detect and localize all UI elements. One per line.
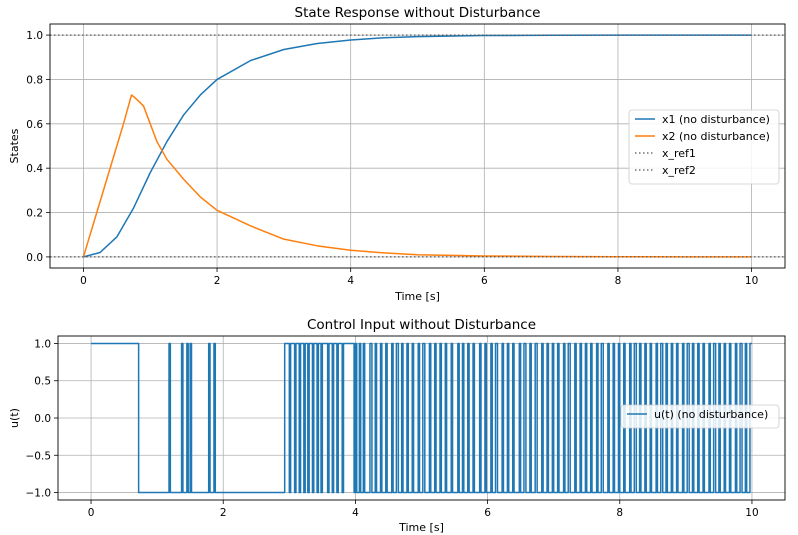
x-tick-label: 0 — [88, 507, 95, 519]
series-line-x1-no-disturbance- — [83, 34, 752, 258]
legend-label: x_ref2 — [662, 164, 696, 177]
state-response-ylabel: States — [8, 128, 21, 163]
legend-box — [620, 404, 780, 429]
legend: u(t) (no disturbance) — [620, 404, 780, 429]
x-tick-label: 4 — [347, 275, 354, 287]
y-tick-label: 0.2 — [26, 208, 43, 220]
x-tick-label: 10 — [745, 507, 758, 519]
legend-label: u(t) (no disturbance) — [654, 408, 768, 421]
legend: x1 (no disturbance) x2 (no disturbance) x_… — [628, 109, 780, 185]
y-tick-label: 0.8 — [26, 74, 43, 86]
x-tick-label: 2 — [220, 507, 227, 519]
y-tick-label: −1.0 — [26, 488, 52, 500]
x-tick-label: 8 — [616, 507, 623, 519]
control-input-title: Control Input without Disturbance — [307, 317, 536, 333]
axes-frame — [49, 23, 786, 269]
control-input-xlabel: Time [s] — [398, 521, 444, 534]
plot-area — [50, 34, 785, 258]
x-tick-label: 6 — [481, 275, 488, 287]
y-tick-label: 0.6 — [26, 119, 43, 131]
axes-frame — [57, 335, 786, 501]
legend-box — [628, 109, 780, 185]
legend-label: x1 (no disturbance) — [662, 113, 770, 126]
state-response-axes: State Response without Disturbance Time … — [8, 5, 786, 303]
y-tick-label: 0.4 — [26, 163, 43, 175]
y-tick-label: 1.0 — [34, 338, 51, 350]
plot-area — [91, 342, 752, 494]
x-tick-label: 6 — [484, 507, 491, 519]
x-tick-label: 10 — [745, 275, 758, 287]
x-tick-label: 4 — [352, 507, 359, 519]
series-line-x2-no-disturbance- — [82, 94, 752, 258]
state-response-title: State Response without Disturbance — [295, 5, 541, 21]
control-input-ylabel: u(t) — [8, 408, 21, 428]
y-tick-label: 0.0 — [34, 413, 51, 425]
control-input-axes: Control Input without Disturbance Time [… — [8, 317, 786, 534]
legend-label: x2 (no disturbance) — [662, 130, 770, 143]
series-line-u-t-no-disturbance- — [91, 342, 752, 494]
x-tick-label: 8 — [615, 275, 622, 287]
state-response-xlabel: Time [s] — [394, 290, 440, 303]
y-tick-label: 1.0 — [26, 30, 43, 42]
y-tick-label: −0.5 — [26, 450, 52, 462]
legend-label: x_ref1 — [662, 147, 696, 160]
x-tick-label: 2 — [214, 275, 221, 287]
y-tick-label: 0.5 — [34, 376, 51, 388]
y-tick-label: 0.0 — [26, 252, 43, 264]
x-tick-label: 0 — [80, 275, 87, 287]
